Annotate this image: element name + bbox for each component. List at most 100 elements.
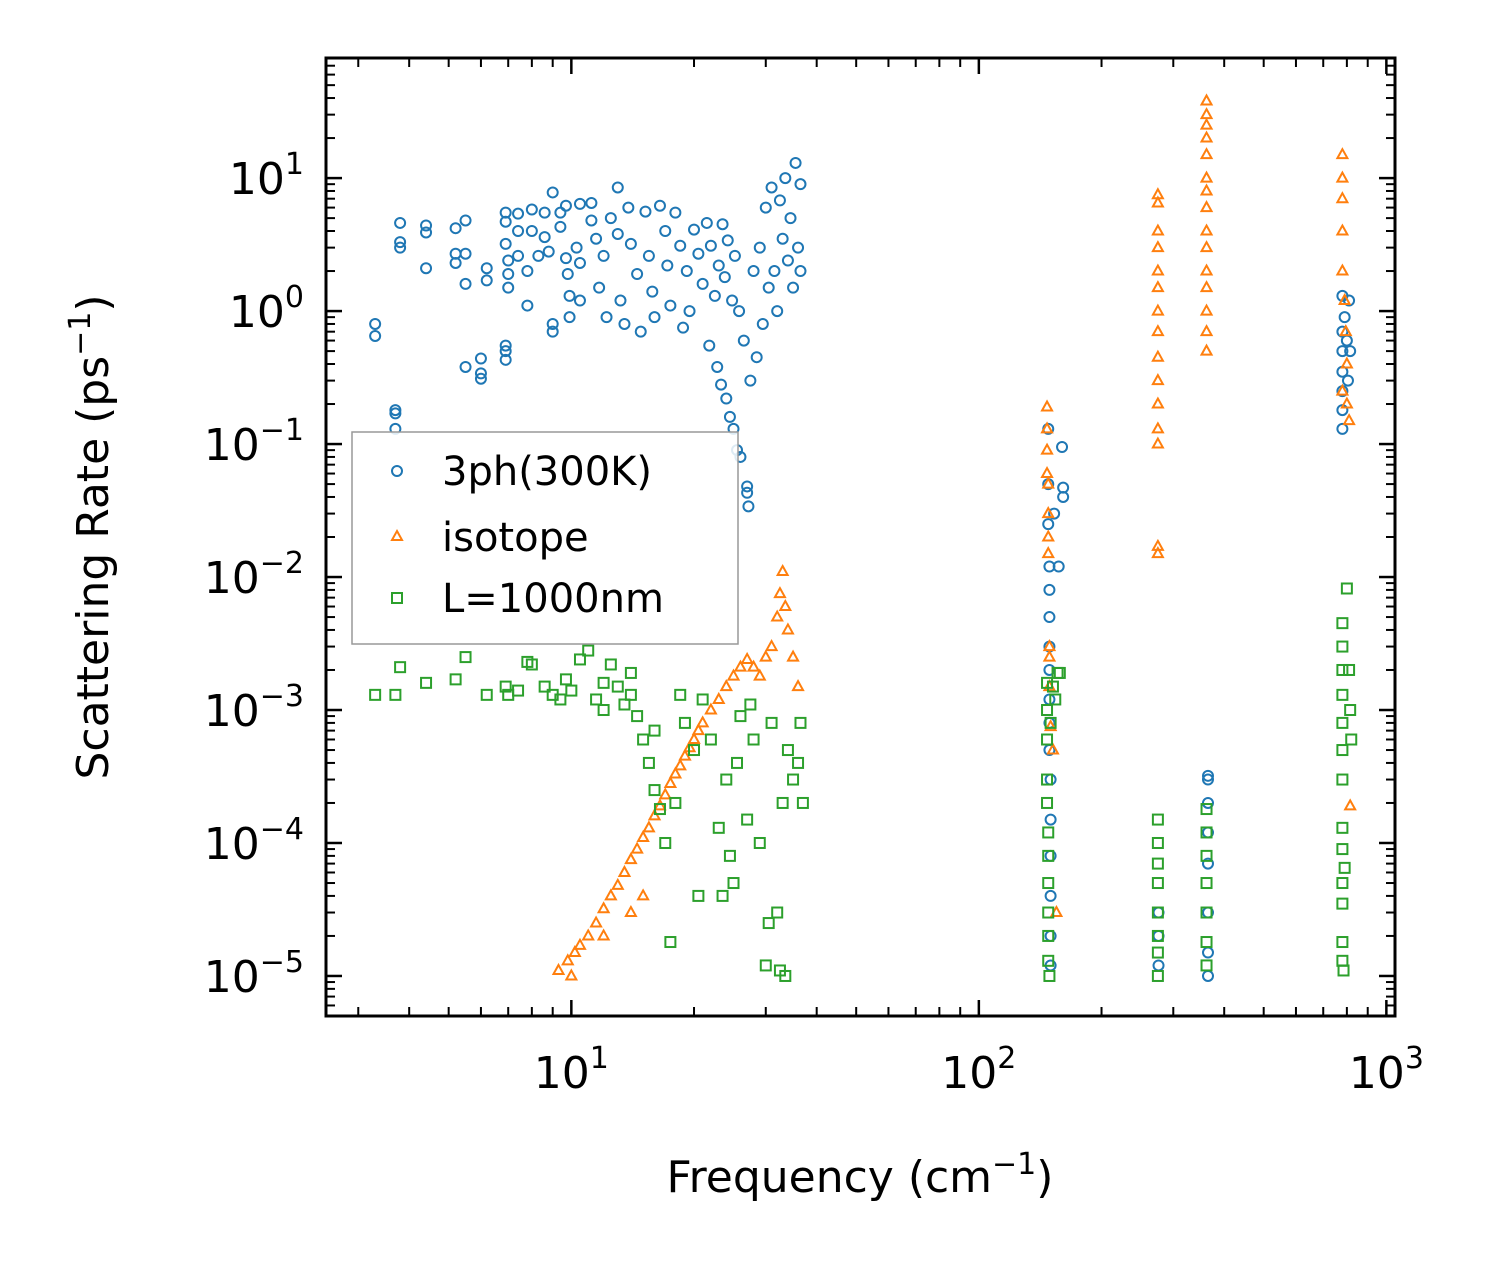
data-point-triangle [611,877,625,890]
data-point-circle [604,212,617,225]
data-point-circle [546,186,559,199]
data-point-circle [683,305,696,318]
data-point-triangle [1043,719,1058,732]
data-point-square [559,673,572,686]
data-point-circle [459,247,472,260]
data-point-circle [1338,311,1351,324]
data-point-square [1053,666,1066,679]
data-point-square [1200,826,1213,839]
data-point-circle [611,227,624,240]
data-point-square [1200,849,1213,862]
data-point-circle [459,214,472,227]
data-point-square [1041,704,1054,717]
data-point-circle [704,239,717,252]
data-point-triangle [1337,292,1352,306]
data-point-triangle [746,659,761,672]
data-point-square [696,693,709,706]
data-point-circle [573,256,586,269]
data-point-circle [512,207,525,220]
data-point-circle [716,218,729,231]
data-point-circle [389,407,402,420]
data-point-circle [680,265,693,278]
data-point-triangle [775,563,790,577]
data-point-square [582,644,595,657]
data-point-square [1042,954,1055,967]
x-tick-label: 103 [1349,1041,1424,1099]
data-point-circle [700,216,713,229]
data-point-circle [480,274,493,287]
data-point-triangle [1042,649,1057,662]
data-point-circle [369,317,382,330]
data-point-square [449,673,462,686]
data-point-circle [512,249,525,262]
data-point-square [1044,716,1057,729]
data-point-square [1049,693,1062,706]
data-point-triangle [712,691,726,704]
data-point-triangle [604,888,618,901]
data-point-circle [1343,294,1356,307]
data-point-square [1200,959,1213,972]
data-point-triangle [663,775,678,789]
data-point-square [781,744,794,757]
data-point-square [747,733,760,746]
data-point-triangle [581,928,595,941]
data-point-circle [573,197,586,210]
data-point-circle [369,329,382,342]
y-tick-label: 10−3 [204,679,304,737]
x-axis-label: Frequency (cm−1) [667,1147,1054,1203]
data-point-triangle [1199,130,1214,143]
data-point-square [741,813,754,826]
data-point-circle [762,281,775,294]
x-tick-label: 101 [534,1041,609,1099]
data-point-circle [677,321,690,334]
data-point-square [765,716,778,729]
data-point-circle [747,265,760,278]
data-point-circle [394,241,407,254]
data-point-square [1042,849,1055,862]
data-point-circle [711,360,724,373]
data-point-circle [692,247,705,260]
data-point-circle [1044,813,1057,826]
data-point-circle [563,289,576,302]
data-point-square [648,784,661,797]
data-point-circle [661,259,674,272]
data-point-circle [474,352,487,365]
data-point-triangle [786,649,800,662]
data-point-square [1041,773,1054,786]
data-point-circle [741,486,754,499]
data-point-triangle [1151,373,1165,386]
data-point-triangle [1340,396,1354,409]
data-point-triangle [617,864,632,877]
data-point-square [759,959,772,972]
data-point-circle [639,205,652,218]
data-point-triangle [1342,413,1356,426]
data-point-triangle [1041,476,1055,489]
data-point-triangle [753,668,767,681]
legend-marker-isotope [390,528,404,541]
data-point-circle [525,203,538,216]
data-point-circle [646,285,659,298]
data-point-circle [773,194,786,207]
data-point-circle [449,222,462,235]
data-point-triangle [1335,147,1350,160]
data-point-square [1151,946,1164,959]
data-point-square [794,716,807,729]
data-point-square [1336,640,1349,653]
data-point-triangle [1199,324,1214,337]
data-point-circle [559,199,572,212]
data-point-square [669,796,682,809]
data-point-square [1336,897,1349,910]
data-point-triangle [773,586,787,599]
data-point-square [512,684,525,697]
data-point-circle [1042,518,1055,531]
data-point-square [779,969,792,982]
data-point-square [1336,617,1349,630]
data-point-triangle [1340,356,1354,369]
data-point-triangle [1335,383,1350,396]
data-point-triangle [668,766,683,779]
data-point-circle [499,339,512,352]
data-point-triangle [719,679,733,692]
data-point-circle [624,237,637,250]
data-point-circle [459,277,472,290]
data-point-triangle [678,748,692,761]
